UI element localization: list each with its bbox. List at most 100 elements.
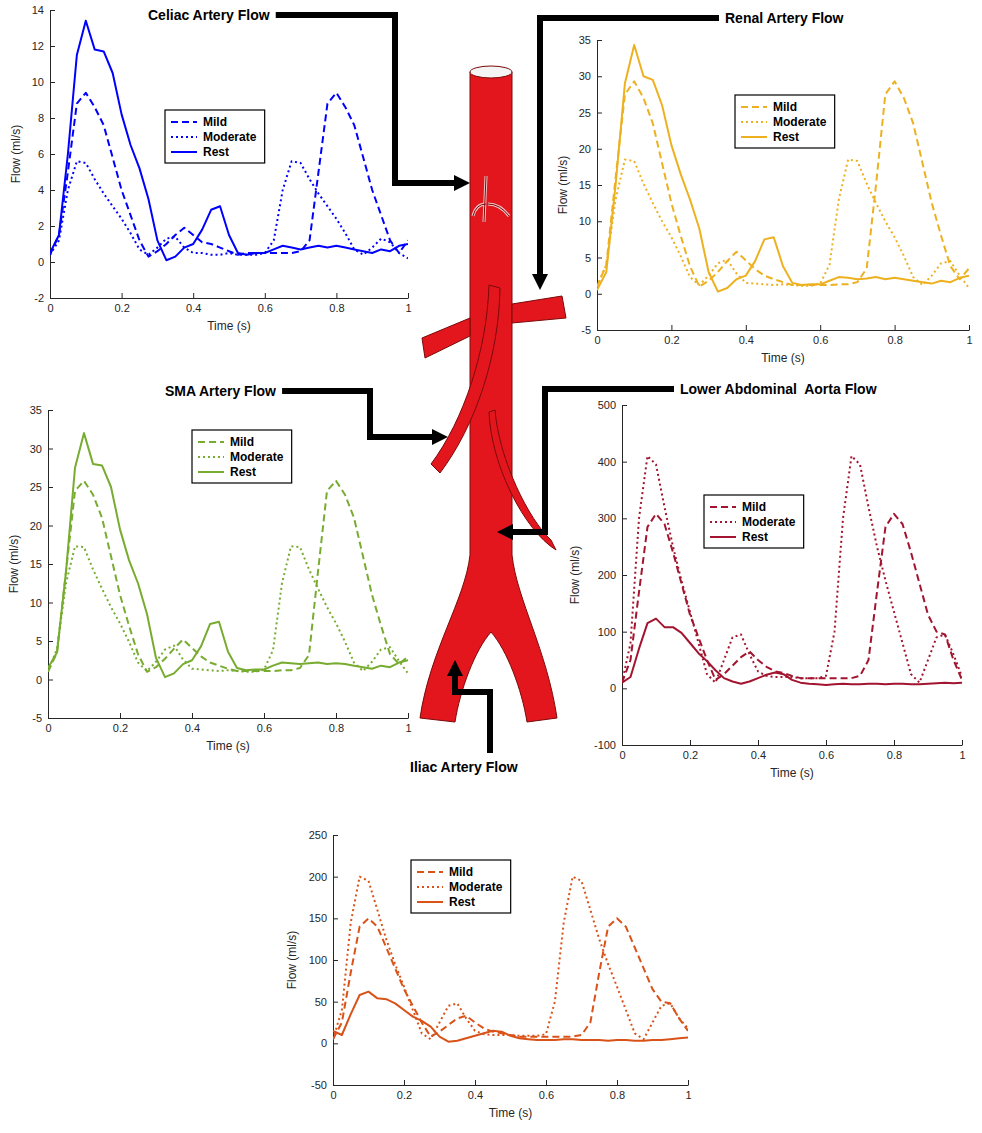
y-tick: 0 xyxy=(585,288,602,300)
x-tick-label: 0.8 xyxy=(887,749,902,761)
y-tick-mark xyxy=(50,298,55,299)
x-tick-mark xyxy=(265,293,266,298)
y-tick: -5 xyxy=(32,712,53,724)
legend-label: Rest xyxy=(203,145,229,159)
x-tick-label: 0.6 xyxy=(819,749,834,761)
sma-branch xyxy=(431,285,500,473)
chart-title: SMA Artery Flow xyxy=(165,383,276,399)
y-tick-mark xyxy=(333,1085,338,1086)
legend-swatch xyxy=(710,536,736,538)
y-tick-label: 15 xyxy=(30,558,42,570)
x-tick-label: 1 xyxy=(405,302,411,314)
y-tick-label: 30 xyxy=(579,70,591,82)
x-tick-mark xyxy=(408,713,409,718)
y-tick-label: 100 xyxy=(598,626,616,638)
y-tick-label: 250 xyxy=(309,829,327,841)
legend-label: Mild xyxy=(449,865,473,879)
x-tick: 0.8 xyxy=(887,740,902,761)
x-tick-label: 0.4 xyxy=(186,302,201,314)
y-axis: -202468101214 xyxy=(32,4,55,304)
y-tick-label: 100 xyxy=(309,954,327,966)
pointer-arrow xyxy=(282,391,440,437)
y-tick-label: 5 xyxy=(36,635,42,647)
y-tick-label: 10 xyxy=(30,597,42,609)
x-tick: 0.8 xyxy=(329,293,344,314)
series-line xyxy=(48,481,408,672)
x-tick-label: 0.4 xyxy=(468,1089,483,1101)
y-tick: 10 xyxy=(579,215,602,227)
x-tick-label: 0.2 xyxy=(114,302,129,314)
legend-label: Moderate xyxy=(742,515,796,529)
legend-label: Rest xyxy=(742,530,768,544)
chart-panel: 00.20.40.60.81-1000100200300400500Flow (… xyxy=(568,399,966,780)
y-tick-mark xyxy=(597,149,602,150)
y-tick: 8 xyxy=(38,112,55,124)
pointer-arrow xyxy=(455,668,490,753)
series-lines xyxy=(50,21,408,260)
x-axis: 00.20.40.60.81 xyxy=(619,740,965,761)
x-tick: 1 xyxy=(966,325,972,346)
x-axis: 00.20.40.60.81 xyxy=(45,713,411,734)
y-tick: 15 xyxy=(30,558,53,570)
y-tick-mark xyxy=(50,118,55,119)
y-tick: 400 xyxy=(598,456,627,468)
y-tick-label: 400 xyxy=(598,456,616,468)
legend: MildModerateRest xyxy=(165,110,265,163)
plot-background xyxy=(50,10,408,298)
series-line xyxy=(597,45,969,292)
y-tick-mark xyxy=(597,40,602,41)
y-tick: 100 xyxy=(598,626,627,638)
legend: MildModerateRest xyxy=(192,430,292,483)
y-tick-label: 150 xyxy=(309,912,327,924)
x-tick: 1 xyxy=(405,293,411,314)
legend-swatch xyxy=(710,506,736,508)
x-tick-label: 0.6 xyxy=(257,722,272,734)
x-tick-label: 0.2 xyxy=(113,722,128,734)
legend-label: Mild xyxy=(742,500,766,514)
x-tick: 0.8 xyxy=(610,1080,625,1101)
legend: MildModerateRest xyxy=(411,860,511,913)
y-tick-mark xyxy=(333,835,338,836)
y-tick-mark xyxy=(48,449,53,450)
x-tick-mark xyxy=(336,713,337,718)
renal-branch-left xyxy=(422,318,470,358)
legend-label: Moderate xyxy=(449,880,503,894)
x-tick-mark xyxy=(758,740,759,745)
x-tick-mark xyxy=(820,325,821,330)
y-tick-label: 200 xyxy=(309,871,327,883)
x-tick: 1 xyxy=(959,740,965,761)
x-tick-label: 1 xyxy=(966,334,972,346)
y-tick: 0 xyxy=(38,256,55,268)
x-axis-title: Time (s) xyxy=(761,351,805,365)
y-tick: 5 xyxy=(585,252,602,264)
x-axis: 00.20.40.60.81 xyxy=(47,293,411,314)
x-tick: 0.4 xyxy=(186,293,201,314)
y-tick-mark xyxy=(333,960,338,961)
y-tick-label: 35 xyxy=(579,34,591,46)
x-tick: 0.6 xyxy=(258,293,273,314)
y-tick: 200 xyxy=(309,871,338,883)
y-axis-title: Flow (ml/s) xyxy=(285,931,299,990)
y-tick: -5 xyxy=(581,324,602,336)
legend-swatch xyxy=(741,136,767,138)
y-tick-label: 0 xyxy=(610,682,616,694)
y-tick: 4 xyxy=(38,184,55,196)
legend-swatch xyxy=(198,456,224,458)
celiac-trunk xyxy=(473,176,509,222)
x-tick-label: 0 xyxy=(45,722,51,734)
x-tick-label: 0.2 xyxy=(664,334,679,346)
x-tick-mark xyxy=(690,740,691,745)
x-tick-label: 0 xyxy=(619,749,625,761)
y-tick: -2 xyxy=(34,292,55,304)
y-tick-label: 50 xyxy=(315,996,327,1008)
x-tick-mark xyxy=(962,740,963,745)
chart-panel: 00.20.40.60.81-50050100150200250Flow (ml… xyxy=(285,829,691,1120)
x-tick-mark xyxy=(475,1080,476,1085)
y-tick: -50 xyxy=(311,1079,338,1091)
x-tick-label: 0.8 xyxy=(329,302,344,314)
y-tick-mark xyxy=(48,487,53,488)
y-tick-label: 0 xyxy=(585,288,591,300)
y-tick-label: 30 xyxy=(30,443,42,455)
plot-background xyxy=(622,405,962,745)
x-tick-mark xyxy=(336,293,337,298)
